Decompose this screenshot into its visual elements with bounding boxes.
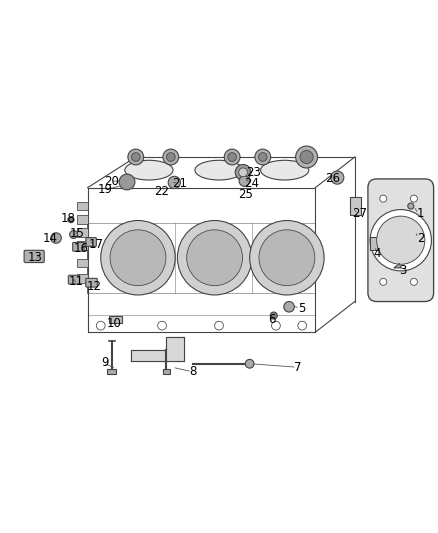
FancyBboxPatch shape — [368, 179, 434, 302]
Text: 9: 9 — [101, 357, 109, 369]
Circle shape — [119, 174, 135, 190]
Bar — [77, 228, 88, 237]
Circle shape — [410, 195, 417, 202]
Text: 11: 11 — [69, 276, 84, 288]
Circle shape — [258, 152, 267, 161]
Circle shape — [272, 321, 280, 330]
Circle shape — [284, 302, 294, 312]
Polygon shape — [394, 263, 401, 268]
Text: 14: 14 — [43, 231, 58, 245]
Circle shape — [224, 149, 240, 165]
Text: 26: 26 — [325, 172, 340, 185]
Text: 7: 7 — [294, 361, 302, 374]
Bar — [350, 197, 361, 215]
Circle shape — [410, 278, 417, 285]
Circle shape — [96, 321, 105, 330]
Circle shape — [101, 221, 175, 295]
Circle shape — [239, 168, 247, 177]
Text: 19: 19 — [98, 183, 113, 196]
Text: 8: 8 — [189, 365, 196, 378]
Text: 18: 18 — [60, 212, 75, 225]
Text: 5: 5 — [299, 302, 306, 314]
Circle shape — [377, 216, 425, 264]
Circle shape — [235, 165, 251, 180]
Text: 3: 3 — [399, 264, 406, 277]
Text: 10: 10 — [106, 317, 121, 330]
Circle shape — [298, 321, 307, 330]
FancyBboxPatch shape — [86, 278, 97, 287]
Circle shape — [270, 312, 277, 319]
Text: 12: 12 — [87, 280, 102, 293]
Circle shape — [255, 149, 271, 165]
Circle shape — [408, 203, 414, 209]
Text: 6: 6 — [268, 312, 276, 326]
Text: 17: 17 — [89, 238, 104, 251]
Circle shape — [370, 209, 431, 271]
Circle shape — [259, 230, 315, 286]
Circle shape — [380, 278, 387, 285]
Text: 1: 1 — [417, 207, 424, 221]
Circle shape — [331, 171, 344, 184]
Circle shape — [250, 221, 324, 295]
Text: 20: 20 — [104, 175, 119, 188]
Bar — [109, 316, 122, 324]
Text: 13: 13 — [28, 251, 42, 264]
Circle shape — [300, 150, 313, 164]
Bar — [77, 215, 88, 223]
Bar — [77, 259, 88, 268]
Circle shape — [51, 233, 61, 243]
Text: 2: 2 — [417, 231, 424, 245]
Circle shape — [166, 152, 175, 161]
Bar — [107, 368, 116, 374]
FancyBboxPatch shape — [24, 251, 44, 263]
Ellipse shape — [125, 160, 173, 180]
Bar — [370, 237, 380, 250]
Text: 4: 4 — [373, 247, 381, 260]
Circle shape — [245, 359, 254, 368]
Circle shape — [239, 176, 250, 187]
Polygon shape — [131, 336, 184, 361]
Text: 23: 23 — [247, 166, 261, 179]
Text: 21: 21 — [172, 177, 187, 190]
Bar — [77, 201, 88, 211]
FancyBboxPatch shape — [86, 238, 96, 246]
Text: 25: 25 — [238, 188, 253, 201]
Ellipse shape — [261, 160, 309, 180]
Circle shape — [158, 321, 166, 330]
Circle shape — [128, 149, 144, 165]
Circle shape — [131, 152, 140, 161]
FancyBboxPatch shape — [73, 243, 84, 251]
Circle shape — [228, 152, 237, 161]
Text: 15: 15 — [69, 227, 84, 240]
Circle shape — [215, 321, 223, 330]
Bar — [77, 241, 88, 250]
Circle shape — [68, 216, 74, 223]
Circle shape — [187, 230, 243, 286]
Circle shape — [70, 231, 78, 238]
Text: 16: 16 — [74, 243, 88, 255]
Circle shape — [296, 146, 318, 168]
Circle shape — [110, 230, 166, 286]
Ellipse shape — [195, 160, 243, 180]
Text: 22: 22 — [155, 184, 170, 198]
Circle shape — [168, 176, 180, 189]
Text: 27: 27 — [352, 207, 367, 220]
Circle shape — [380, 195, 387, 202]
Bar — [163, 369, 170, 374]
Circle shape — [163, 149, 179, 165]
Text: 24: 24 — [244, 177, 259, 190]
Circle shape — [177, 221, 252, 295]
FancyBboxPatch shape — [68, 275, 80, 284]
Bar — [77, 274, 88, 282]
